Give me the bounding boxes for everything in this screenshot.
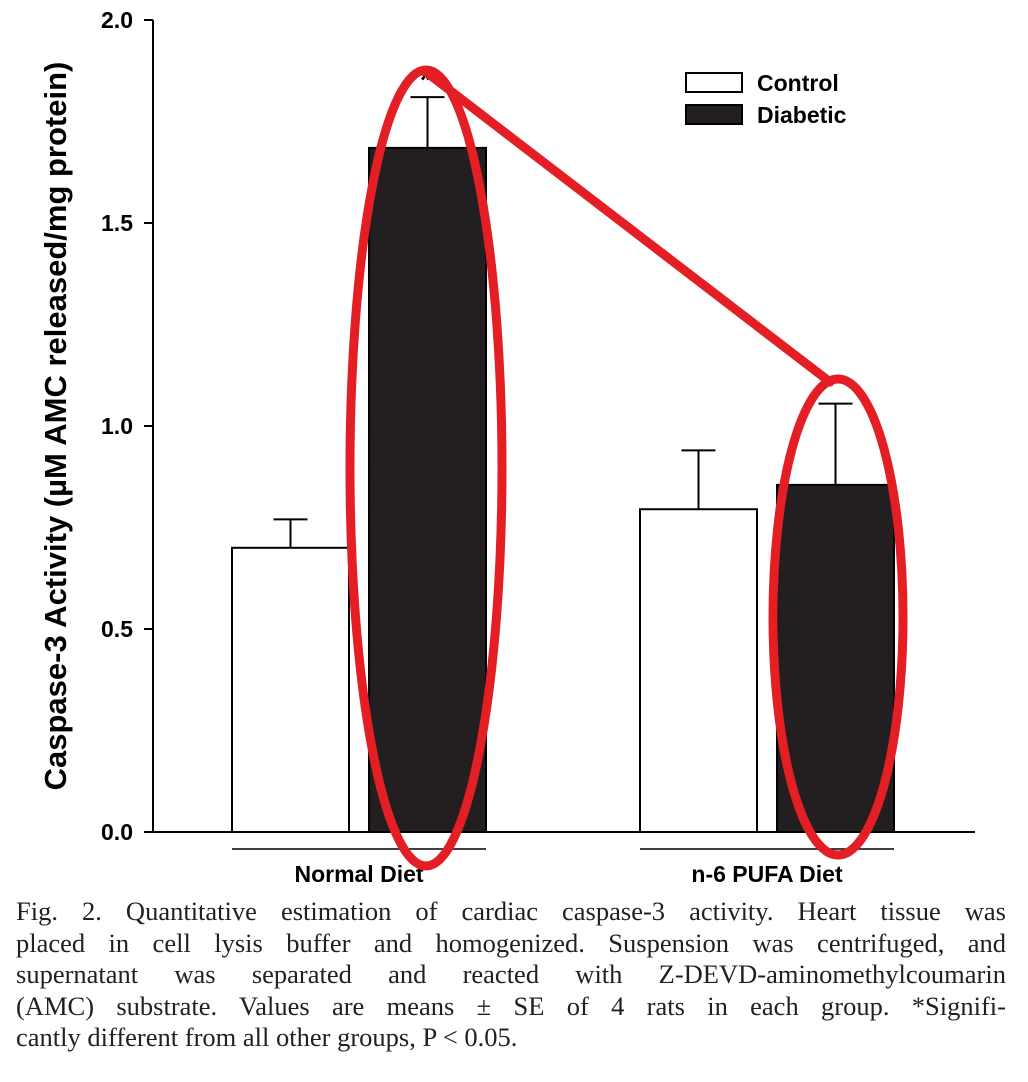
- axes: 0.0 0.5 1.0 1.5 2.0 Caspase-3 Activity (µM AM…: [38, 7, 975, 887]
- chart-figure: 0.0 0.5 1.0 1.5 2.0 Caspase-3 Activity (µM AM…: [38, 7, 975, 887]
- bar-chart: 0.0 0.5 1.0 1.5 2.0 Caspase-3 Activity (µM AM…: [38, 7, 975, 887]
- y-tick-label: 1.5: [101, 210, 133, 236]
- bar-diabetic-1: [368, 146, 487, 833]
- caption-line: supernatant was separated and reacted wi…: [16, 959, 1006, 989]
- legend-label-diabetic: Diabetic: [757, 102, 847, 128]
- caption-line: cantly different from all other groups, …: [16, 1022, 518, 1052]
- figure-caption: Fig. 2. Quantitative estimation of cardi…: [16, 896, 1006, 1054]
- caption-line: placed in cell lysis buffer and homogeni…: [16, 927, 1006, 958]
- bar-diabetic-2: [776, 483, 895, 833]
- highlight-ellipse-pufa-diabetic: [768, 374, 908, 860]
- caption-line: Fig. 2. Quantitative estimation of cardi…: [16, 896, 1006, 926]
- y-axis-label: Caspase-3 Activity (µM AMC released/mg p…: [38, 62, 73, 791]
- significance-star: *: [420, 64, 431, 95]
- y-tick-label: 2.0: [101, 7, 133, 33]
- y-tick-label: 0.5: [101, 616, 133, 642]
- legend-swatch-control: [685, 72, 743, 93]
- x-category-label: n-6 PUFA Diet: [691, 861, 843, 887]
- highlight-connector-line: [421, 67, 835, 387]
- legend-swatch-diabetic: [685, 104, 743, 125]
- highlight-overlay: [345, 65, 908, 871]
- x-category-label: Normal Diet: [294, 861, 423, 887]
- legend: Control Diabetic: [685, 70, 847, 128]
- caption-line: (AMC) substrate. Values are means ± SE o…: [16, 990, 1006, 1021]
- bars: *: [231, 64, 895, 833]
- bar-control-1: [231, 546, 350, 833]
- legend-label-control: Control: [757, 70, 839, 96]
- y-tick-label: 1.0: [101, 413, 133, 439]
- y-tick-label: 0.0: [101, 819, 133, 845]
- bar-control-2: [639, 508, 758, 833]
